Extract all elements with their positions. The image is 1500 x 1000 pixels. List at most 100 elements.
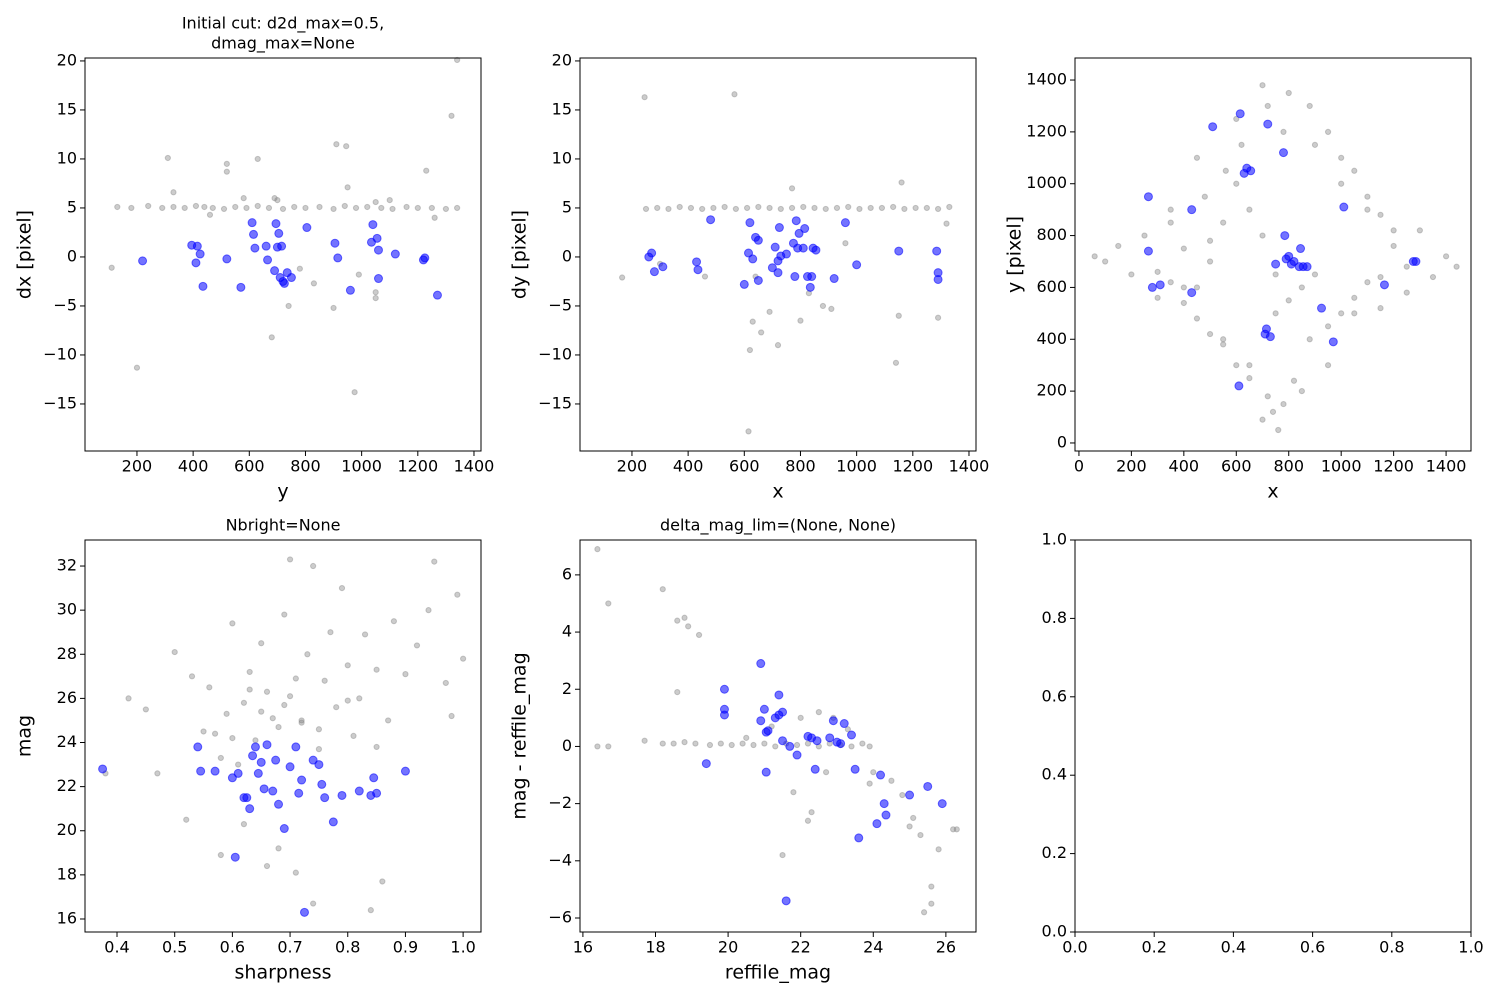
point [320,793,330,803]
x-tick-label: 0.0 [1062,938,1087,957]
point [641,737,648,744]
point [1339,202,1349,212]
point [201,203,208,211]
y-tick-label: 1000 [1026,173,1067,192]
point [285,302,292,310]
y-tick-label: 20 [57,50,77,69]
point [1246,166,1256,176]
point [692,740,699,747]
point [759,704,769,714]
point [108,264,115,271]
point [605,743,612,750]
point [142,706,149,713]
x-axis-label: sharpness [235,962,332,984]
point [274,228,284,238]
point [721,203,728,211]
point [659,740,666,747]
point [731,91,738,98]
point [804,740,812,747]
point [338,584,346,592]
point [98,764,108,774]
point [674,617,681,624]
point [206,684,213,691]
point [1180,299,1187,307]
point [128,204,135,212]
y-tick-label: −6 [548,907,572,926]
point [390,618,397,625]
point [687,204,695,212]
point [1269,408,1277,415]
point [753,275,763,285]
x-axis-label: reffile_mag [725,962,831,984]
point [797,714,804,721]
point [344,662,351,669]
point [1193,315,1201,322]
point [400,766,410,776]
x-tick-label: 200 [122,457,153,476]
point [454,204,461,212]
point [876,770,886,780]
point [1206,330,1214,338]
point [432,290,442,300]
point [315,746,323,753]
point [836,739,846,749]
point [302,204,309,212]
point [1263,119,1273,129]
point [761,767,771,777]
point [164,154,171,162]
y-tick-label: 16 [57,908,77,927]
point [372,295,379,302]
point [1128,271,1135,278]
x-tick-label: 22 [791,938,811,957]
point [372,788,382,798]
point [681,614,688,621]
point [790,272,800,282]
point [910,814,917,822]
point [840,218,850,228]
y-tick-label: 400 [1036,329,1067,348]
point [898,179,905,186]
point [1193,154,1201,161]
point [217,754,224,762]
point [895,312,902,319]
x-tick-label: 200 [1116,457,1147,476]
point [291,203,298,211]
axes-frame [579,539,977,933]
point [950,826,957,833]
point [928,883,935,890]
point [815,709,822,716]
point [386,197,393,204]
chart-title: dmag_max=None [211,34,355,54]
y-tick-label: 2 [562,679,572,698]
y-tick-label: 0 [562,246,572,265]
point [642,205,650,213]
point [943,220,950,227]
point [881,810,891,820]
x-tick-label: 1200 [892,457,933,476]
point [390,249,400,259]
point [448,112,455,119]
point [1180,284,1187,291]
point [1233,115,1240,123]
point [693,265,703,275]
point [1265,332,1275,342]
point [1271,259,1281,269]
y-tick-label: 0 [1057,432,1067,451]
point [649,267,659,277]
x-tick-label: 1000 [341,457,382,476]
point [1442,253,1450,260]
x-tick-label: 200 [617,457,648,476]
point [270,266,280,276]
point [292,869,299,876]
point [220,205,228,213]
point [822,769,830,776]
point [240,699,248,706]
point [1102,258,1109,265]
point [265,204,273,212]
point [317,779,327,789]
point [1306,336,1313,343]
point [275,845,282,852]
y-tick-label: −2 [548,793,572,812]
point [847,730,857,740]
point [917,831,924,839]
